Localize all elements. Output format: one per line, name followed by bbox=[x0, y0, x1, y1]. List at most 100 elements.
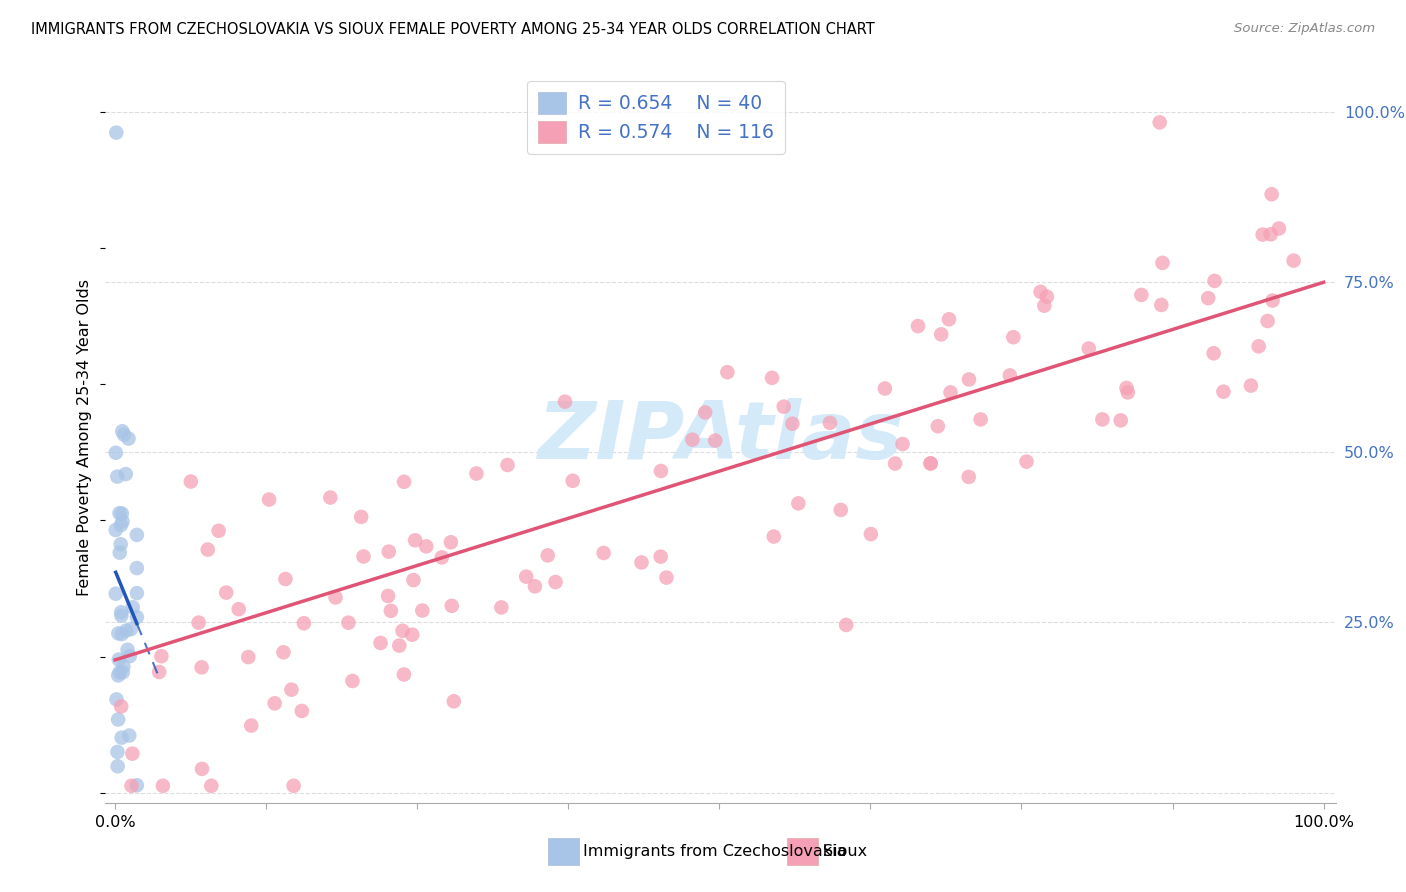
Point bbox=[104, 523, 127, 537]
Point bbox=[107, 759, 129, 773]
Point bbox=[1282, 253, 1305, 268]
Point bbox=[415, 539, 437, 553]
Point bbox=[111, 515, 134, 529]
Point bbox=[787, 496, 810, 510]
Point bbox=[380, 604, 402, 618]
Point bbox=[125, 528, 148, 542]
Point bbox=[592, 546, 614, 560]
Point bbox=[342, 673, 364, 688]
Point bbox=[200, 779, 222, 793]
Point bbox=[1260, 227, 1282, 242]
Text: Immigrants from Czechoslovakia: Immigrants from Czechoslovakia bbox=[583, 845, 846, 859]
Point bbox=[110, 605, 132, 619]
Point bbox=[111, 627, 134, 641]
Point bbox=[1268, 221, 1291, 235]
Point bbox=[681, 433, 703, 447]
Point bbox=[544, 574, 567, 589]
Point bbox=[228, 602, 250, 616]
Point bbox=[110, 518, 132, 533]
Point bbox=[772, 400, 794, 414]
Point bbox=[1130, 288, 1153, 302]
Point bbox=[1002, 330, 1025, 344]
Point bbox=[114, 467, 136, 481]
Point bbox=[650, 549, 672, 564]
Point bbox=[370, 636, 392, 650]
Point bbox=[111, 424, 134, 438]
Point bbox=[1091, 412, 1114, 426]
Point bbox=[401, 628, 423, 642]
Point bbox=[1152, 256, 1174, 270]
Point bbox=[957, 470, 980, 484]
Point bbox=[377, 589, 399, 603]
Point bbox=[835, 618, 858, 632]
Point bbox=[782, 417, 804, 431]
Point bbox=[1149, 115, 1171, 129]
Point bbox=[111, 507, 134, 521]
Point bbox=[1260, 187, 1282, 202]
Point bbox=[238, 650, 260, 665]
Point bbox=[208, 524, 231, 538]
Text: Sioux: Sioux bbox=[823, 845, 866, 859]
Point bbox=[107, 713, 129, 727]
Point bbox=[125, 778, 148, 792]
Point bbox=[859, 527, 882, 541]
Point bbox=[112, 659, 135, 673]
Point bbox=[107, 745, 129, 759]
Point bbox=[125, 561, 148, 575]
Point bbox=[440, 599, 463, 613]
Point bbox=[762, 530, 785, 544]
Point bbox=[104, 446, 127, 460]
Point bbox=[117, 642, 139, 657]
Point bbox=[907, 318, 929, 333]
Point bbox=[554, 394, 576, 409]
Point bbox=[107, 668, 129, 682]
Point bbox=[115, 624, 138, 638]
Point bbox=[263, 697, 285, 711]
Point bbox=[291, 704, 314, 718]
Point bbox=[125, 610, 148, 624]
Point bbox=[884, 457, 907, 471]
Text: ZIPAtlas: ZIPAtlas bbox=[537, 398, 904, 476]
Point bbox=[1261, 293, 1284, 308]
Point bbox=[716, 365, 738, 379]
Point bbox=[280, 682, 302, 697]
Point bbox=[1251, 227, 1274, 242]
Point bbox=[1240, 378, 1263, 392]
Point bbox=[150, 649, 173, 664]
Point bbox=[411, 603, 433, 617]
Y-axis label: Female Poverty Among 25-34 Year Olds: Female Poverty Among 25-34 Year Olds bbox=[77, 278, 93, 596]
Point bbox=[118, 649, 141, 664]
Text: IMMIGRANTS FROM CZECHOSLOVAKIA VS SIOUX FEMALE POVERTY AMONG 25-34 YEAR OLDS COR: IMMIGRANTS FROM CZECHOSLOVAKIA VS SIOUX … bbox=[31, 22, 875, 37]
Point bbox=[107, 652, 129, 666]
Point bbox=[197, 542, 219, 557]
Point bbox=[927, 419, 949, 434]
Point bbox=[491, 600, 513, 615]
Point bbox=[105, 126, 128, 140]
Point bbox=[121, 600, 143, 615]
Point bbox=[969, 412, 991, 426]
Point bbox=[187, 615, 209, 630]
Point bbox=[108, 665, 131, 680]
Point bbox=[107, 626, 129, 640]
Point bbox=[443, 694, 465, 708]
Point bbox=[1202, 346, 1225, 360]
Point bbox=[319, 491, 342, 505]
Point bbox=[1077, 342, 1099, 356]
Point bbox=[105, 692, 128, 706]
Point bbox=[1116, 385, 1139, 400]
Point bbox=[537, 549, 560, 563]
Point bbox=[152, 779, 174, 793]
Point bbox=[873, 382, 896, 396]
Point bbox=[630, 556, 652, 570]
Point bbox=[110, 699, 132, 714]
Point bbox=[378, 544, 401, 558]
Point bbox=[1257, 314, 1279, 328]
Point bbox=[1033, 299, 1056, 313]
Point bbox=[920, 457, 942, 471]
Point bbox=[938, 312, 960, 326]
Point bbox=[523, 579, 546, 593]
Point bbox=[515, 569, 537, 583]
Point bbox=[325, 591, 347, 605]
Point bbox=[120, 622, 142, 636]
Point bbox=[292, 616, 315, 631]
